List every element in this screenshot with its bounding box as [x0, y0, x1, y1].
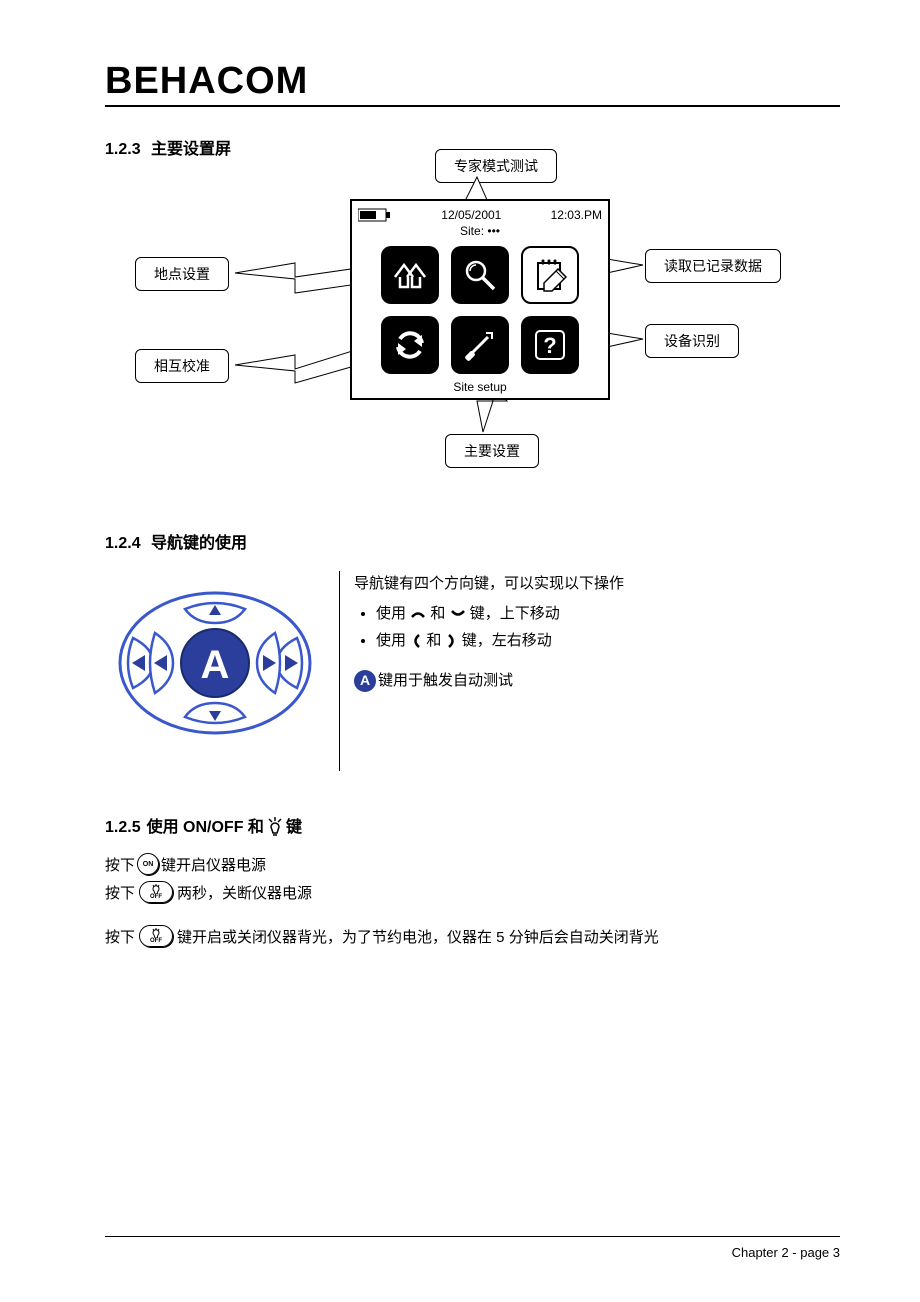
nav-bullet-list: 使用 和 键，上下移动 使用 和 键，左右移动 [362, 601, 624, 654]
section-number: 1.2.5 [105, 819, 141, 837]
device-frame: 12/05/2001 12:03.PM Site: ••• [350, 199, 610, 400]
nav-a-line: A键用于触发自动测试 [354, 668, 624, 694]
icon-device-id[interactable]: ? [521, 316, 579, 374]
line-power-on: 按下 ON 键开启仪器电源 [105, 853, 840, 875]
main-setup-diagram: 专家模式测试 地点设置 读取已记录数据 相互校准 设备识别 主要设置 [105, 149, 840, 479]
brand-logo: BEHACOM [105, 60, 840, 103]
footer-rule [105, 1236, 840, 1237]
vertical-divider [339, 571, 340, 771]
device-date: 12/05/2001 [441, 208, 501, 222]
house-icon [390, 255, 430, 295]
arrow-left-icon [410, 633, 422, 649]
a-button-icon: A [354, 670, 376, 692]
icon-site-settings[interactable] [381, 246, 439, 304]
section-124-heading: 1.2.4 导航键的使用 [105, 529, 840, 553]
svg-text:?: ? [543, 333, 556, 358]
device-time: 12:03.PM [551, 208, 602, 222]
backlight-bulb-icon [266, 815, 284, 837]
icon-expert-mode[interactable] [451, 246, 509, 304]
svg-text:A: A [201, 643, 230, 687]
line-power-off: 按下 OFF 两秒，关断仪器电源 [105, 881, 840, 903]
device-footer-label: Site setup [352, 378, 608, 398]
nav-bullet-leftright: 使用 和 键，左右移动 [376, 628, 624, 654]
device-screen: 12/05/2001 12:03.PM Site: ••• [350, 199, 610, 400]
header-rule [105, 105, 840, 107]
screwdriver-icon [460, 325, 500, 365]
section-125-heading: 1.2.5 使用 ON/OFF 和 键 [105, 813, 840, 837]
backlight-button-icon: OFF [139, 925, 173, 947]
refresh-icon [390, 325, 430, 365]
section-title-text: 导航键的使用 [151, 535, 247, 552]
icon-read-data[interactable] [521, 246, 579, 304]
navpad-illustration: A [105, 571, 325, 743]
nav-key-row: A 导航键有四个方向键，可以实现以下操作 [105, 571, 840, 771]
arrow-right-icon [446, 633, 458, 649]
navpad-icon: A [115, 583, 315, 743]
nav-description: 导航键有四个方向键，可以实现以下操作 使用 和 键，上下移动 使用 和 键，左右… [354, 571, 624, 693]
notepad-icon [530, 255, 570, 295]
document-page: BEHACOM 1.2.3 主要设置屏 专家模式测试 地点设置 读取已记录数据 … [0, 0, 920, 1302]
off-button-icon: OFF [139, 881, 173, 903]
help-icon: ? [530, 325, 570, 365]
arrow-down-icon [450, 608, 466, 620]
section-title-a: 使用 ON/OFF 和 [147, 813, 264, 837]
device-icon-grid: ? [352, 242, 608, 378]
line-backlight: 按下 OFF 键开启或关闭仪器背光，为了节约电池，仪器在 5 分钟后会自动关闭背… [105, 925, 840, 947]
arrow-up-icon [410, 608, 426, 620]
battery-icon [358, 208, 392, 222]
page-footer: Chapter 2 - page 3 [732, 1245, 840, 1260]
icon-main-settings[interactable] [451, 316, 509, 374]
nav-intro: 导航键有四个方向键，可以实现以下操作 [354, 571, 624, 597]
icon-calibration[interactable] [381, 316, 439, 374]
section-number: 1.2.4 [105, 535, 141, 552]
device-site-label: Site: ••• [352, 224, 608, 238]
on-button-icon: ON [137, 853, 159, 875]
magnifier-icon [460, 255, 500, 295]
nav-bullet-updown: 使用 和 键，上下移动 [376, 601, 624, 627]
section-title-b: 键 [286, 813, 302, 837]
device-statusbar: 12/05/2001 12:03.PM [352, 201, 608, 226]
